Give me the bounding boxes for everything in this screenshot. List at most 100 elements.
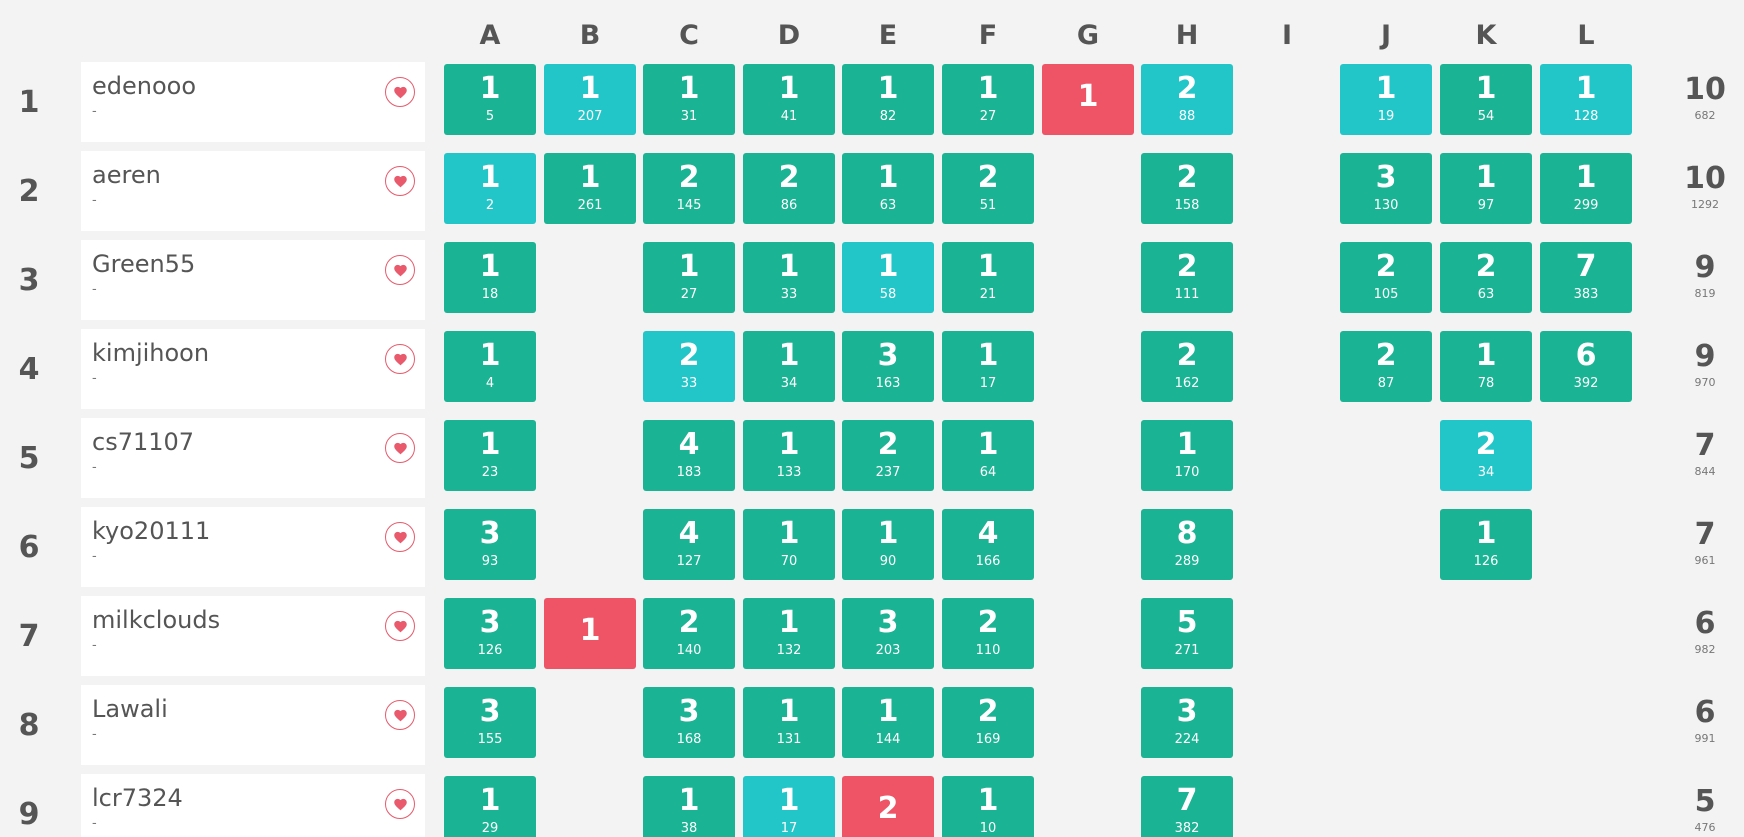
team-card[interactable]: edenooo - xyxy=(81,62,425,142)
favorite-button[interactable] xyxy=(385,789,415,819)
problem-cell-e[interactable]: 3 163 xyxy=(842,331,934,402)
problem-cell-h[interactable]: 2 162 xyxy=(1141,331,1233,402)
problem-cell-e[interactable]: 1 90 xyxy=(842,509,934,580)
column-header-e[interactable]: E xyxy=(878,20,898,51)
problem-cell-b[interactable]: 1 207 xyxy=(544,64,636,135)
problem-cell-a[interactable]: 1 23 xyxy=(444,420,536,491)
problem-cell-e[interactable]: 2 xyxy=(842,776,934,837)
problem-cell-f[interactable]: 2 169 xyxy=(942,687,1034,758)
problem-cell-c[interactable]: 2 145 xyxy=(643,153,735,224)
problem-cell-d[interactable]: 1 132 xyxy=(743,598,835,669)
problem-cell-k[interactable]: 1 54 xyxy=(1440,64,1532,135)
problem-cell-c[interactable]: 2 33 xyxy=(643,331,735,402)
column-header-k[interactable]: K xyxy=(1475,20,1497,51)
favorite-button[interactable] xyxy=(385,522,415,552)
problem-cell-c[interactable]: 1 31 xyxy=(643,64,735,135)
problem-cell-f[interactable]: 4 166 xyxy=(942,509,1034,580)
problem-cell-f[interactable]: 2 110 xyxy=(942,598,1034,669)
problem-cell-h[interactable]: 2 88 xyxy=(1141,64,1233,135)
problem-cell-j[interactable]: 1 19 xyxy=(1340,64,1432,135)
problem-cell-g[interactable]: 1 xyxy=(1042,64,1134,135)
column-header-c[interactable]: C xyxy=(679,20,699,51)
problem-cell-k[interactable]: 1 126 xyxy=(1440,509,1532,580)
problem-cell-f[interactable]: 1 10 xyxy=(942,776,1034,837)
column-header-j[interactable]: J xyxy=(1380,20,1392,51)
problem-cell-k[interactable]: 2 63 xyxy=(1440,242,1532,313)
favorite-button[interactable] xyxy=(385,433,415,463)
problem-cell-l[interactable]: 6 392 xyxy=(1540,331,1632,402)
problem-cell-l[interactable]: 7 383 xyxy=(1540,242,1632,313)
column-header-b[interactable]: B xyxy=(579,20,601,51)
problem-cell-j[interactable]: 2 105 xyxy=(1340,242,1432,313)
problem-cell-h[interactable]: 5 271 xyxy=(1141,598,1233,669)
problem-cell-f[interactable]: 1 21 xyxy=(942,242,1034,313)
problem-cell-c[interactable]: 1 38 xyxy=(643,776,735,837)
favorite-button[interactable] xyxy=(385,255,415,285)
column-header-a[interactable]: A xyxy=(479,20,501,51)
problem-cell-k[interactable]: 1 97 xyxy=(1440,153,1532,224)
problem-cell-e[interactable]: 1 144 xyxy=(842,687,934,758)
problem-cell-a[interactable]: 3 126 xyxy=(444,598,536,669)
team-card[interactable]: aeren - xyxy=(81,151,425,231)
problem-cell-h[interactable]: 2 111 xyxy=(1141,242,1233,313)
column-header-g[interactable]: G xyxy=(1076,20,1100,51)
favorite-button[interactable] xyxy=(385,77,415,107)
problem-cell-f[interactable]: 2 51 xyxy=(942,153,1034,224)
team-card[interactable]: kyo20111 - xyxy=(81,507,425,587)
problem-cell-f[interactable]: 1 64 xyxy=(942,420,1034,491)
problem-cell-h[interactable]: 3 224 xyxy=(1141,687,1233,758)
problem-cell-d[interactable]: 1 41 xyxy=(743,64,835,135)
problem-cell-b[interactable]: 1 261 xyxy=(544,153,636,224)
favorite-button[interactable] xyxy=(385,611,415,641)
problem-cell-d[interactable]: 1 17 xyxy=(743,776,835,837)
column-header-f[interactable]: F xyxy=(978,20,998,51)
team-card[interactable]: lcr7324 - xyxy=(81,774,425,837)
column-header-h[interactable]: H xyxy=(1175,20,1199,51)
problem-cell-d[interactable]: 1 33 xyxy=(743,242,835,313)
team-card[interactable]: milkclouds - xyxy=(81,596,425,676)
problem-cell-d[interactable]: 1 34 xyxy=(743,331,835,402)
column-header-l[interactable]: L xyxy=(1577,20,1595,51)
team-card[interactable]: Lawali - xyxy=(81,685,425,765)
problem-cell-c[interactable]: 4 127 xyxy=(643,509,735,580)
problem-cell-k[interactable]: 1 78 xyxy=(1440,331,1532,402)
problem-cell-a[interactable]: 1 29 xyxy=(444,776,536,837)
favorite-button[interactable] xyxy=(385,344,415,374)
problem-cell-d[interactable]: 1 133 xyxy=(743,420,835,491)
problem-cell-c[interactable]: 4 183 xyxy=(643,420,735,491)
problem-cell-a[interactable]: 3 155 xyxy=(444,687,536,758)
problem-cell-d[interactable]: 1 70 xyxy=(743,509,835,580)
problem-cell-a[interactable]: 3 93 xyxy=(444,509,536,580)
favorite-button[interactable] xyxy=(385,166,415,196)
team-card[interactable]: Green55 - xyxy=(81,240,425,320)
problem-cell-e[interactable]: 1 63 xyxy=(842,153,934,224)
team-card[interactable]: cs71107 - xyxy=(81,418,425,498)
problem-cell-b[interactable]: 1 xyxy=(544,598,636,669)
problem-cell-c[interactable]: 2 140 xyxy=(643,598,735,669)
problem-cell-e[interactable]: 2 237 xyxy=(842,420,934,491)
problem-cell-a[interactable]: 1 18 xyxy=(444,242,536,313)
problem-cell-h[interactable]: 8 289 xyxy=(1141,509,1233,580)
problem-cell-e[interactable]: 3 203 xyxy=(842,598,934,669)
problem-cell-j[interactable]: 3 130 xyxy=(1340,153,1432,224)
problem-cell-c[interactable]: 3 168 xyxy=(643,687,735,758)
problem-cell-l[interactable]: 1 299 xyxy=(1540,153,1632,224)
team-card[interactable]: kimjihoon - xyxy=(81,329,425,409)
problem-cell-f[interactable]: 1 27 xyxy=(942,64,1034,135)
problem-cell-c[interactable]: 1 27 xyxy=(643,242,735,313)
problem-cell-l[interactable]: 1 128 xyxy=(1540,64,1632,135)
problem-cell-h[interactable]: 2 158 xyxy=(1141,153,1233,224)
problem-cell-j[interactable]: 2 87 xyxy=(1340,331,1432,402)
problem-cell-d[interactable]: 2 86 xyxy=(743,153,835,224)
problem-cell-d[interactable]: 1 131 xyxy=(743,687,835,758)
column-header-i[interactable]: I xyxy=(1281,20,1293,51)
problem-cell-e[interactable]: 1 58 xyxy=(842,242,934,313)
favorite-button[interactable] xyxy=(385,700,415,730)
problem-cell-e[interactable]: 1 82 xyxy=(842,64,934,135)
column-header-d[interactable]: D xyxy=(777,20,801,51)
problem-cell-h[interactable]: 1 170 xyxy=(1141,420,1233,491)
problem-cell-k[interactable]: 2 34 xyxy=(1440,420,1532,491)
